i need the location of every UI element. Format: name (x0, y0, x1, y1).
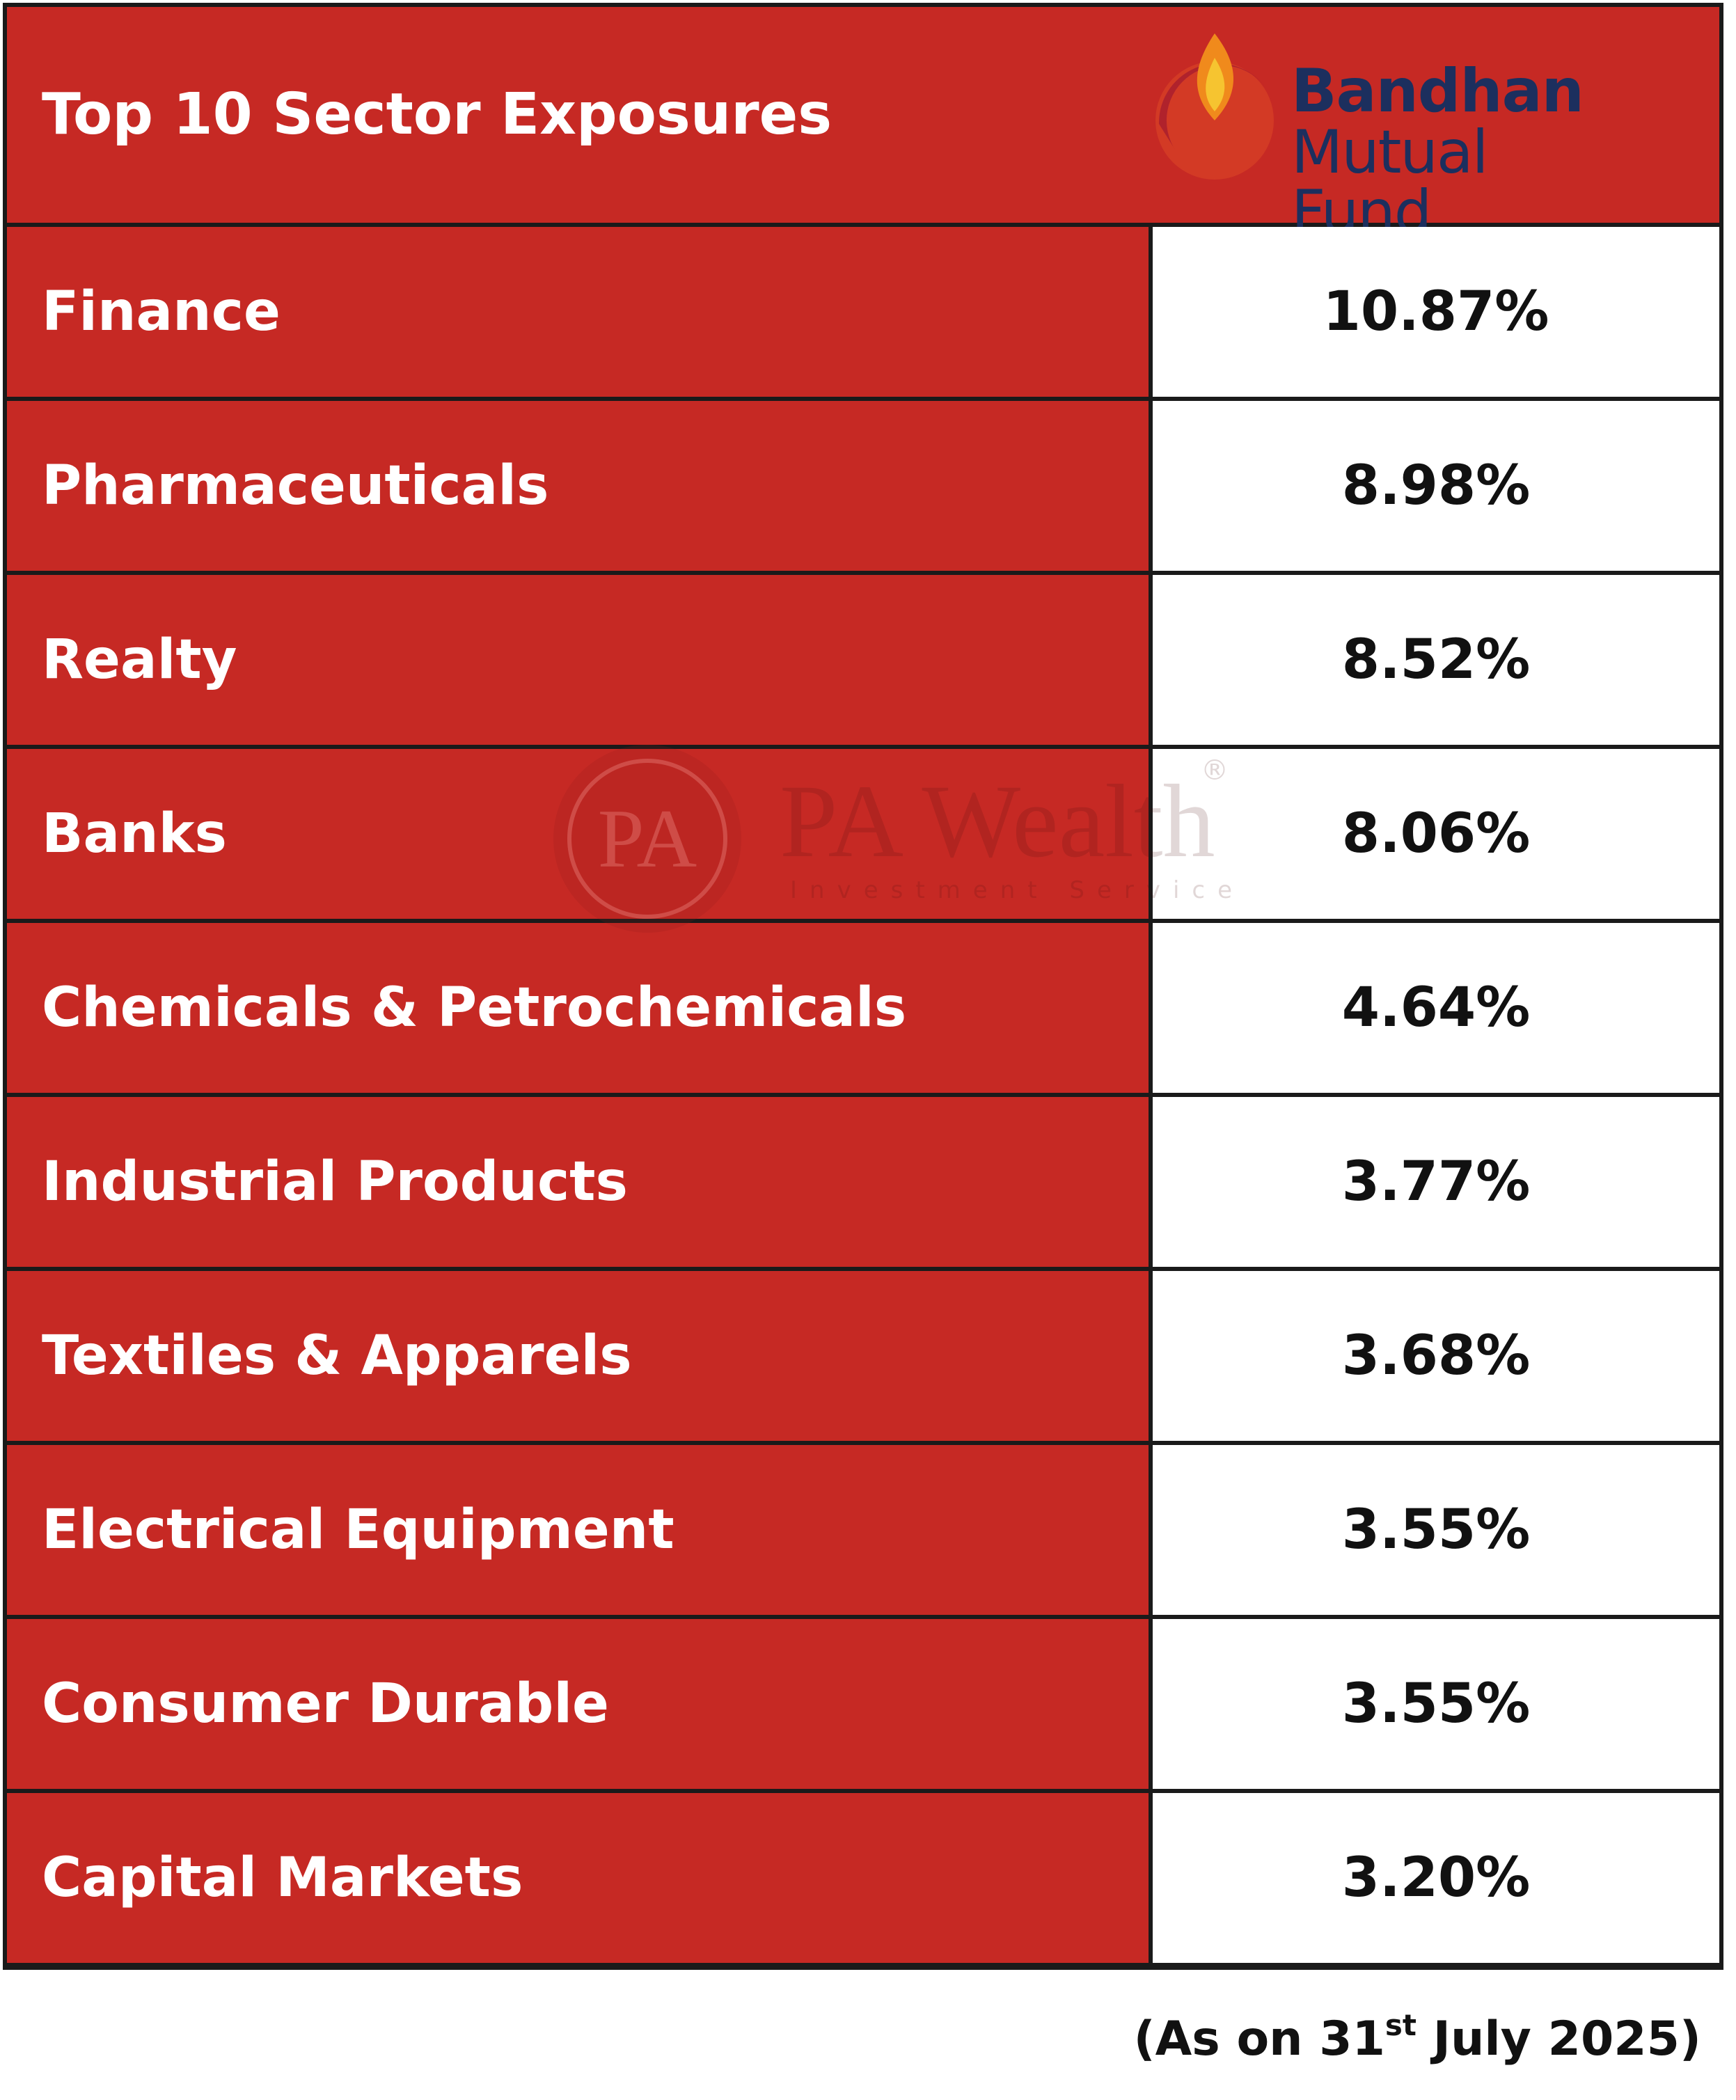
exposure-cell: 3.55% (1153, 1445, 1719, 1615)
exposure-cell: 8.98% (1153, 401, 1719, 571)
exposure-value: 3.68% (1341, 1325, 1531, 1387)
sector-label: Finance (42, 281, 281, 343)
table-row: Realty 8.52% (7, 575, 1719, 745)
sector-label: Pharmaceuticals (42, 455, 549, 517)
exposure-cell: 3.55% (1153, 1619, 1719, 1789)
exposure-cell: 10.87% (1153, 227, 1719, 397)
sector-label: Realty (42, 629, 237, 691)
exposure-value: 3.55% (1341, 1499, 1531, 1561)
as-of-suffix: July 2025) (1416, 2012, 1701, 2067)
bandhan-mutual-fund-logo: Bandhan Mutual Fund (1155, 33, 1643, 242)
table-header: Top 10 Sector Exposures Bandhan Mutual F… (7, 7, 1719, 242)
table-row: Chemicals & Petrochemicals 4.64% (7, 923, 1719, 1093)
table-row: Industrial Products 3.77% (7, 1097, 1719, 1267)
table-row: Finance 10.87% (7, 227, 1719, 397)
sector-cell: Chemicals & Petrochemicals (7, 923, 1149, 1093)
logo-text: Bandhan Mutual Fund (1291, 61, 1643, 242)
exposure-value: 3.77% (1341, 1151, 1531, 1213)
table-row: Banks 8.06% (7, 749, 1719, 919)
sector-label: Electrical Equipment (42, 1499, 674, 1561)
sector-label: Banks (42, 803, 227, 865)
sector-cell: Textiles & Apparels (7, 1271, 1149, 1441)
exposure-value: 8.06% (1341, 803, 1531, 865)
sector-cell: Pharmaceuticals (7, 401, 1149, 571)
exposure-value: 4.64% (1341, 977, 1531, 1039)
sector-cell: Consumer Durable (7, 1619, 1149, 1789)
exposure-cell: 4.64% (1153, 923, 1719, 1093)
exposure-cell: 8.06% (1153, 749, 1719, 919)
logo-line-bandhan: Bandhan (1291, 56, 1584, 126)
table-row: Capital Markets 3.20% (7, 1793, 1719, 1963)
logo-line-mutual-fund: Mutual Fund (1291, 118, 1489, 247)
exposure-cell: 3.77% (1153, 1097, 1719, 1267)
sector-label: Textiles & Apparels (42, 1325, 632, 1387)
exposure-value: 3.55% (1341, 1673, 1531, 1735)
exposure-cell: 3.20% (1153, 1793, 1719, 1963)
table-row: Textiles & Apparels 3.68% (7, 1271, 1719, 1441)
sector-cell: Realty (7, 575, 1149, 745)
exposure-cell: 8.52% (1153, 575, 1719, 745)
as-of-ordinal: st (1384, 2008, 1417, 2042)
sector-label: Consumer Durable (42, 1673, 609, 1735)
sector-label: Chemicals & Petrochemicals (42, 977, 907, 1039)
table-row: Pharmaceuticals 8.98% (7, 401, 1719, 571)
table-row: Consumer Durable 3.55% (7, 1619, 1719, 1789)
sector-cell: Capital Markets (7, 1793, 1149, 1963)
table-row: Electrical Equipment 3.55% (7, 1445, 1719, 1615)
flame-logo-icon (1155, 33, 1274, 180)
exposure-value: 3.20% (1341, 1847, 1531, 1909)
sector-label: Industrial Products (42, 1151, 628, 1213)
sector-cell: Industrial Products (7, 1097, 1149, 1267)
exposure-value: 8.52% (1341, 629, 1531, 691)
sector-cell: Electrical Equipment (7, 1445, 1149, 1615)
sector-exposure-table: Top 10 Sector Exposures Bandhan Mutual F… (3, 3, 1723, 1970)
page-title: Top 10 Sector Exposures (42, 81, 833, 148)
exposure-value: 10.87% (1323, 281, 1549, 343)
sector-cell: Banks (7, 749, 1149, 919)
exposure-cell: 3.68% (1153, 1271, 1719, 1441)
sector-cell: Finance (7, 227, 1149, 397)
exposure-value: 8.98% (1341, 455, 1531, 517)
sector-label: Capital Markets (42, 1847, 523, 1909)
as-of-prefix: (As on 31 (1133, 2012, 1385, 2067)
as-of-date-note: (As on 31st July 2025) (1133, 2011, 1701, 2067)
